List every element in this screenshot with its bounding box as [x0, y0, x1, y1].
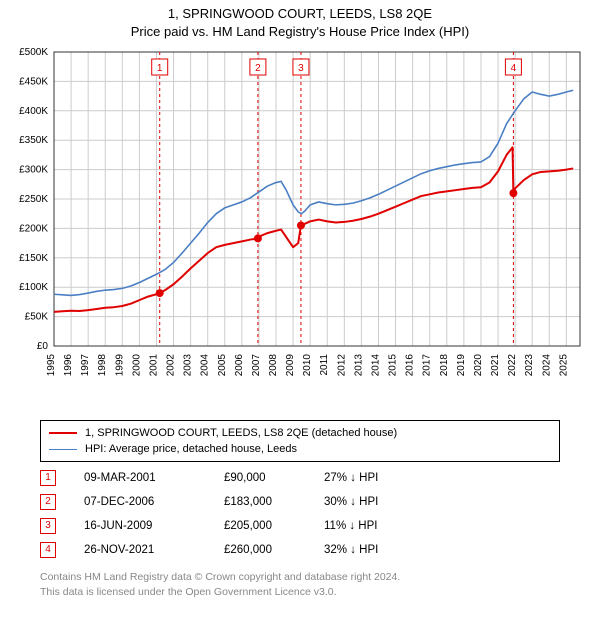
svg-text:1996: 1996 [63, 354, 74, 377]
svg-text:1999: 1999 [114, 354, 125, 377]
svg-text:2003: 2003 [183, 354, 194, 377]
legend-swatch-property [49, 432, 77, 434]
sales-marker-box: 3 [40, 518, 56, 534]
svg-text:1: 1 [157, 63, 163, 74]
legend-label-property: 1, SPRINGWOOD COURT, LEEDS, LS8 2QE (det… [85, 425, 397, 441]
page-title-line1: 1, SPRINGWOOD COURT, LEEDS, LS8 2QE [0, 6, 600, 21]
svg-text:1995: 1995 [46, 354, 57, 377]
svg-text:£150K: £150K [19, 253, 48, 264]
sales-date: 07-DEC-2006 [84, 496, 224, 508]
svg-text:2005: 2005 [217, 354, 228, 377]
svg-text:£0: £0 [37, 341, 49, 352]
svg-text:2025: 2025 [558, 354, 569, 377]
svg-text:1998: 1998 [97, 354, 108, 377]
svg-text:£400K: £400K [19, 106, 48, 117]
svg-text:2007: 2007 [251, 354, 262, 377]
svg-text:2000: 2000 [131, 354, 142, 377]
svg-text:2004: 2004 [200, 354, 211, 377]
sales-pct: 27% ↓ HPI [324, 472, 434, 484]
svg-text:2001: 2001 [148, 354, 159, 377]
sales-marker-box: 1 [40, 470, 56, 486]
legend: 1, SPRINGWOOD COURT, LEEDS, LS8 2QE (det… [40, 420, 560, 462]
sales-date: 26-NOV-2021 [84, 544, 224, 556]
price-chart: £0 £50K £100K £150K £200K £250K £300K £350K £400… [10, 44, 590, 414]
sales-row: 3 16-JUN-2009 £205,000 11% ↓ HPI [40, 514, 434, 538]
sales-pct: 32% ↓ HPI [324, 544, 434, 556]
sales-price: £90,000 [224, 472, 324, 484]
attribution-line2: This data is licensed under the Open Gov… [40, 585, 400, 600]
svg-text:2012: 2012 [336, 354, 347, 377]
svg-text:2021: 2021 [490, 354, 501, 377]
svg-text:2014: 2014 [370, 354, 381, 377]
svg-text:2: 2 [255, 63, 261, 74]
svg-text:£100K: £100K [19, 282, 48, 293]
svg-text:2010: 2010 [302, 354, 313, 377]
svg-text:2013: 2013 [353, 354, 364, 377]
sales-price: £205,000 [224, 520, 324, 532]
svg-text:£300K: £300K [19, 165, 48, 176]
sales-pct: 30% ↓ HPI [324, 496, 434, 508]
svg-text:2006: 2006 [234, 354, 245, 377]
attribution-text: Contains HM Land Registry data © Crown c… [40, 570, 400, 599]
svg-text:2019: 2019 [456, 354, 467, 377]
sales-marker-box: 2 [40, 494, 56, 510]
sales-table: 1 09-MAR-2001 £90,000 27% ↓ HPI 2 07-DEC… [40, 466, 434, 562]
svg-text:4: 4 [511, 63, 517, 74]
sales-date: 09-MAR-2001 [84, 472, 224, 484]
svg-text:2009: 2009 [285, 354, 296, 377]
svg-text:£250K: £250K [19, 194, 48, 205]
svg-text:£500K: £500K [19, 47, 48, 58]
svg-text:£50K: £50K [25, 312, 49, 323]
svg-text:2024: 2024 [541, 354, 552, 377]
sales-price: £183,000 [224, 496, 324, 508]
attribution-line1: Contains HM Land Registry data © Crown c… [40, 570, 400, 585]
svg-text:£200K: £200K [19, 223, 48, 234]
svg-text:3: 3 [298, 63, 304, 74]
svg-text:£350K: £350K [19, 135, 48, 146]
page-title-line2: Price paid vs. HM Land Registry's House … [0, 24, 600, 39]
svg-text:2015: 2015 [388, 354, 399, 377]
svg-text:2020: 2020 [473, 354, 484, 377]
legend-swatch-hpi [49, 449, 77, 450]
sales-row: 1 09-MAR-2001 £90,000 27% ↓ HPI [40, 466, 434, 490]
svg-text:2002: 2002 [166, 354, 177, 377]
svg-text:£450K: £450K [19, 76, 48, 87]
sales-date: 16-JUN-2009 [84, 520, 224, 532]
svg-text:2022: 2022 [507, 354, 518, 377]
sales-pct: 11% ↓ HPI [324, 520, 434, 532]
sales-marker-box: 4 [40, 542, 56, 558]
svg-text:2008: 2008 [268, 354, 279, 377]
svg-text:2016: 2016 [405, 354, 416, 377]
svg-text:2018: 2018 [439, 354, 450, 377]
sales-price: £260,000 [224, 544, 324, 556]
svg-text:2023: 2023 [524, 354, 535, 377]
legend-label-hpi: HPI: Average price, detached house, Leed… [85, 441, 297, 457]
svg-text:1997: 1997 [80, 354, 91, 377]
svg-text:2017: 2017 [422, 354, 433, 377]
svg-text:2011: 2011 [319, 354, 330, 376]
sales-row: 4 26-NOV-2021 £260,000 32% ↓ HPI [40, 538, 434, 562]
sales-row: 2 07-DEC-2006 £183,000 30% ↓ HPI [40, 490, 434, 514]
legend-item-hpi: HPI: Average price, detached house, Leed… [49, 441, 551, 457]
legend-item-property: 1, SPRINGWOOD COURT, LEEDS, LS8 2QE (det… [49, 425, 551, 441]
